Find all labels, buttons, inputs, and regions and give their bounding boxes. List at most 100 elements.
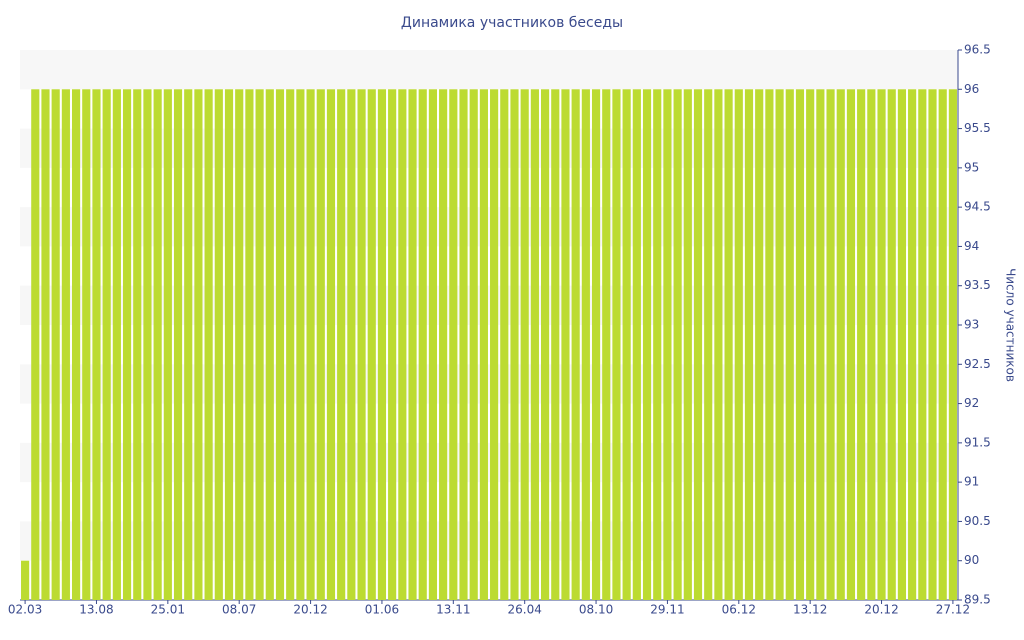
x-tick-label: 13.12: [793, 603, 827, 617]
y-tick-label: 90.5: [964, 514, 991, 528]
x-tick-label: 25.01: [151, 603, 185, 617]
bar: [439, 89, 448, 601]
grid-band: [20, 50, 958, 90]
bar: [163, 89, 172, 601]
bar: [153, 89, 162, 601]
bar: [673, 89, 682, 601]
x-tick-label: 08.10: [579, 603, 613, 617]
bar: [122, 89, 132, 601]
bar: [795, 89, 805, 601]
x-tick-label: 26.04: [508, 603, 542, 617]
bar: [347, 89, 356, 601]
y-tick-label: 93: [964, 318, 979, 332]
y-tick-label: 91.5: [964, 435, 991, 449]
bar: [908, 89, 917, 601]
bar: [500, 89, 509, 601]
bar: [744, 89, 754, 601]
bar: [41, 89, 50, 601]
bar: [286, 89, 295, 601]
bar: [306, 89, 315, 601]
bar: [785, 89, 794, 601]
bar: [112, 89, 121, 601]
bar: [928, 89, 937, 601]
y-tick-label: 92: [964, 396, 979, 410]
bar: [846, 89, 856, 601]
bar: [255, 89, 264, 601]
bar: [938, 89, 947, 601]
bar: [61, 89, 70, 601]
bar: [133, 89, 142, 601]
bar: [428, 89, 438, 601]
bar: [224, 89, 234, 601]
bar: [642, 89, 652, 601]
bar: [734, 89, 743, 601]
x-tick-label: 20.12: [293, 603, 327, 617]
x-tick-label: 20.12: [864, 603, 898, 617]
bar: [337, 89, 346, 601]
bar: [235, 89, 244, 601]
bar: [806, 89, 815, 601]
bar: [581, 89, 590, 601]
bar: [622, 89, 631, 601]
bar: [683, 89, 692, 601]
y-tick-label: 94.5: [964, 200, 991, 214]
y-tick-label: 91: [964, 475, 979, 489]
bar: [551, 89, 560, 601]
bar: [82, 89, 91, 601]
bar: [408, 89, 417, 601]
x-tick-label: 29.11: [650, 603, 684, 617]
bar: [561, 89, 570, 601]
bar: [591, 89, 601, 601]
bar: [724, 89, 733, 601]
bar: [469, 89, 478, 601]
bar: [571, 89, 580, 601]
x-tick-label: 13.11: [436, 603, 470, 617]
bar: [71, 89, 81, 601]
y-tick-label: 94: [964, 239, 979, 253]
bar: [663, 89, 672, 601]
bar: [765, 89, 774, 601]
bar: [316, 89, 325, 601]
bar: [449, 89, 458, 601]
x-tick-label: 02.03: [8, 603, 42, 617]
bar: [653, 89, 662, 601]
y-tick-label: 89.5: [964, 593, 991, 607]
bar: [704, 89, 713, 601]
bar: [357, 89, 366, 601]
bar: [887, 89, 896, 601]
bar: [245, 89, 254, 601]
bar: [214, 89, 223, 601]
x-tick-label: 06.12: [722, 603, 756, 617]
bar: [530, 89, 539, 601]
bar: [143, 89, 152, 601]
y-tick-label: 96.5: [964, 43, 991, 57]
bar: [31, 89, 40, 601]
bar: [836, 89, 845, 601]
y-tick-label: 92.5: [964, 357, 991, 371]
bar: [398, 89, 407, 601]
bar: [693, 89, 703, 601]
bar: [857, 89, 866, 601]
bar: [612, 89, 621, 601]
bar: [816, 89, 825, 601]
bar: [275, 89, 285, 601]
bar: [388, 89, 397, 601]
bar: [102, 89, 111, 601]
bar: [540, 89, 550, 601]
bar: [755, 89, 764, 601]
x-tick-label: 13.08: [79, 603, 113, 617]
bar: [632, 89, 641, 601]
bar: [296, 89, 305, 601]
bar: [510, 89, 519, 601]
y-tick-label: 90: [964, 553, 979, 567]
bar: [948, 89, 957, 601]
x-tick-label: 01.06: [365, 603, 399, 617]
chart-title: Динамика участников беседы: [401, 15, 623, 31]
bar: [367, 89, 376, 601]
bar: [490, 89, 499, 601]
y-tick-label: 95: [964, 160, 979, 174]
bar: [418, 89, 427, 601]
bar: [867, 89, 876, 601]
y-axis-label: Число участников: [1004, 268, 1018, 382]
